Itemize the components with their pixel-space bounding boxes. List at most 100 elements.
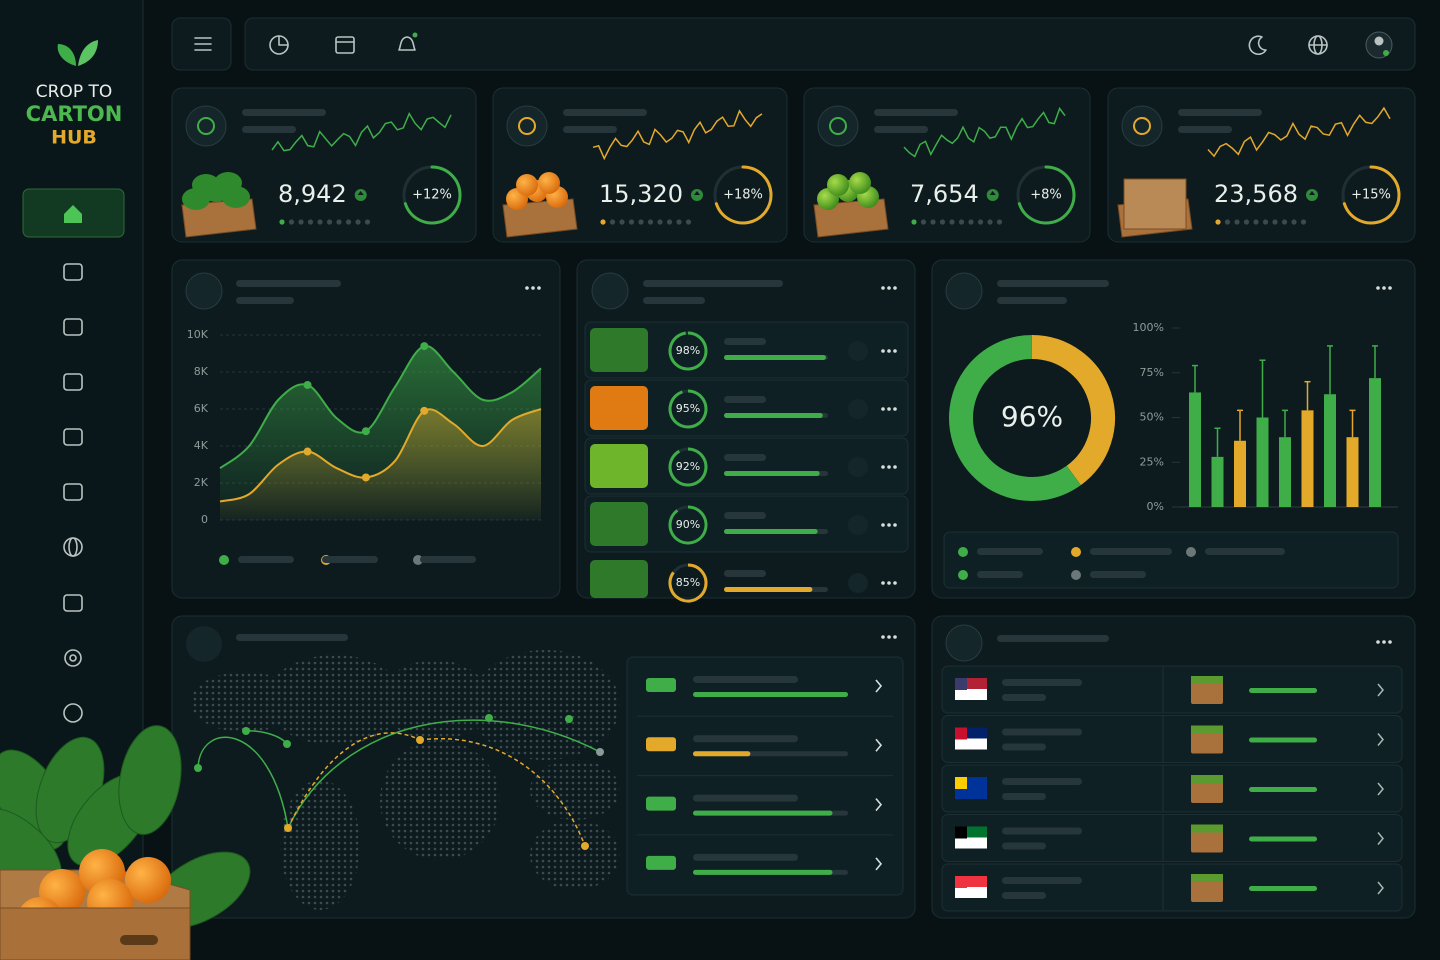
globe-icon[interactable] <box>1308 35 1328 55</box>
bar <box>1211 456 1224 507</box>
theme-icon[interactable] <box>1248 35 1267 56</box>
more-button[interactable] <box>887 635 891 639</box>
more-button[interactable] <box>1382 286 1386 290</box>
more-button[interactable] <box>531 286 535 290</box>
more-button[interactable] <box>525 286 529 290</box>
legend-dot <box>958 547 968 557</box>
placeholder-text <box>1002 877 1082 884</box>
more-button[interactable] <box>881 523 885 527</box>
trend-arrow <box>357 191 364 195</box>
more-button[interactable] <box>887 286 891 290</box>
nav-item[interactable] <box>63 318 83 336</box>
point <box>420 406 429 415</box>
more-button[interactable] <box>881 349 885 353</box>
nav-item[interactable] <box>63 373 83 391</box>
map-dots <box>530 760 620 820</box>
bell-icon[interactable] <box>398 32 418 51</box>
chevron[interactable] <box>875 679 883 693</box>
produce <box>192 174 220 196</box>
market-row <box>941 715 1403 763</box>
ring-arc <box>403 165 462 225</box>
nav-item[interactable] <box>64 649 82 667</box>
more-button[interactable] <box>893 349 897 353</box>
more-button[interactable] <box>1388 286 1392 290</box>
chevron[interactable] <box>1377 782 1384 796</box>
chevron[interactable] <box>1377 832 1384 845</box>
nav-icon <box>63 428 83 446</box>
legend-dot <box>1071 570 1081 580</box>
route-node <box>283 740 291 748</box>
route-node <box>284 824 292 832</box>
page-dot <box>676 219 682 225</box>
market-row <box>941 814 1403 862</box>
more-button[interactable] <box>881 407 885 411</box>
more-button[interactable] <box>881 465 885 469</box>
more-button[interactable] <box>887 465 891 469</box>
produce <box>849 172 871 194</box>
nav-item[interactable] <box>63 537 83 557</box>
more-button[interactable] <box>887 407 891 411</box>
y-tick-label: 0 <box>201 513 208 526</box>
more-button[interactable] <box>1376 286 1380 290</box>
nav-icon <box>63 373 83 391</box>
quality-ring <box>668 505 708 545</box>
point <box>361 427 370 436</box>
nav-item[interactable] <box>63 263 83 281</box>
menu-icon[interactable] <box>194 37 212 51</box>
more-button[interactable] <box>1376 640 1380 644</box>
route-arc <box>419 738 586 847</box>
chevron[interactable] <box>875 798 883 812</box>
more-button[interactable] <box>893 286 897 290</box>
more-button[interactable] <box>893 635 897 639</box>
transport-icon <box>848 573 868 593</box>
flag <box>955 837 987 849</box>
more-button[interactable] <box>893 465 897 469</box>
nav-item[interactable] <box>63 594 83 612</box>
produce <box>214 172 242 194</box>
more-button[interactable] <box>893 523 897 527</box>
route-arc <box>287 732 421 829</box>
kpi-icon-glyph <box>197 117 215 135</box>
page-dot <box>1243 219 1250 225</box>
quality-row <box>584 321 909 379</box>
placeholder-text <box>1205 548 1285 555</box>
chevron[interactable] <box>875 857 883 871</box>
more-button[interactable] <box>887 349 891 353</box>
route-progress <box>693 869 833 875</box>
flag-mark <box>955 777 967 789</box>
page-dot <box>298 219 304 225</box>
chevron[interactable] <box>1377 683 1384 697</box>
nav-item[interactable] <box>63 428 83 446</box>
more-button[interactable] <box>893 581 897 585</box>
page-dot <box>920 219 927 225</box>
chevron[interactable] <box>1377 733 1384 746</box>
more-button[interactable] <box>893 407 897 411</box>
more-button[interactable] <box>881 286 885 290</box>
placeholder-text <box>1178 126 1232 133</box>
produce-thumb <box>590 328 648 372</box>
nav-item[interactable] <box>63 483 83 501</box>
more-button[interactable] <box>881 581 885 585</box>
more-button[interactable] <box>881 635 885 639</box>
nav-item[interactable] <box>63 703 83 723</box>
trend-arrow <box>1308 191 1315 195</box>
calendar-icon[interactable] <box>335 36 355 54</box>
produce <box>827 174 849 196</box>
home-icon[interactable] <box>64 205 82 223</box>
more-button[interactable] <box>537 286 541 290</box>
more-button[interactable] <box>1382 640 1386 644</box>
chevron[interactable] <box>1377 881 1384 895</box>
kpi-icon <box>185 105 227 147</box>
placeholder-text <box>420 556 476 563</box>
flag <box>955 727 987 739</box>
page-dot <box>336 219 342 225</box>
settings-icon <box>64 649 82 667</box>
chevron[interactable] <box>875 738 883 752</box>
page-dot <box>600 219 606 225</box>
more-button[interactable] <box>1388 640 1392 644</box>
market-row <box>941 665 1403 714</box>
more-button[interactable] <box>887 523 891 527</box>
pie-icon[interactable] <box>269 35 289 55</box>
more-button[interactable] <box>887 581 891 585</box>
